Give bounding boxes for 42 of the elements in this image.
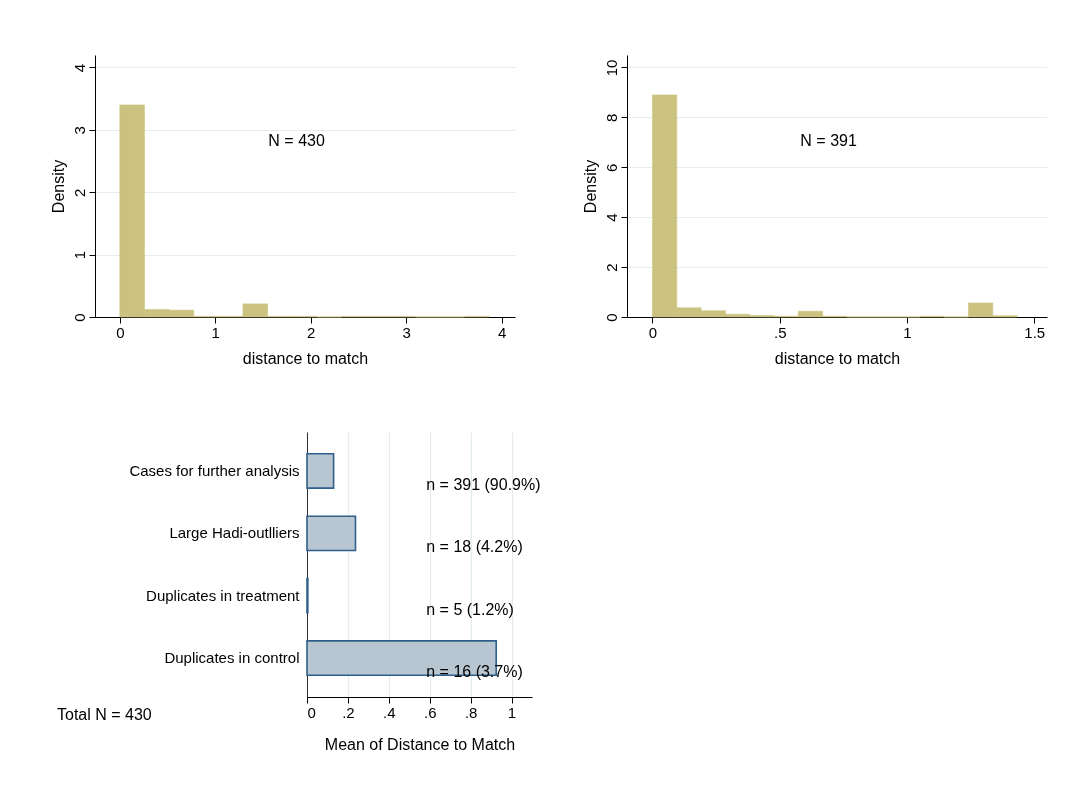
y-tick-label: 2 (602, 263, 620, 272)
x-tick-label: .8 (464, 703, 478, 721)
y-axis-title: Density (49, 159, 67, 214)
annotation: N = 430 (268, 132, 325, 150)
x-tick-label: .6 (423, 703, 437, 721)
x-tick-label: .5 (773, 323, 787, 341)
x-tick-label: .4 (383, 703, 396, 721)
x-tick-label: 1 (507, 703, 517, 721)
y-tick-label: Duplicates in treatment (146, 586, 301, 604)
x-tick-label: 4 (497, 323, 507, 341)
x-tick-label: 1 (903, 323, 912, 341)
y-tick-label: 10 (602, 59, 620, 77)
x-tick-label: 3 (402, 323, 411, 341)
y-tick-label: 0 (602, 313, 620, 322)
x-axis-title: distance to match (242, 349, 369, 367)
annotation: n = 5 (1.2%) (426, 600, 514, 618)
bar (306, 453, 335, 489)
x-tick-label: 0 (648, 323, 658, 341)
x-tick-label: 0 (116, 323, 125, 341)
y-tick-label: 3 (70, 126, 88, 135)
y-tick-label: 8 (602, 113, 620, 123)
y-tick-label: Cases for further analysis (129, 461, 300, 479)
x-tick-label: .2 (342, 703, 355, 721)
x-tick-label: 0 (307, 703, 316, 721)
y-tick-label: 0 (70, 313, 88, 322)
y-tick-label: 4 (70, 63, 88, 73)
text: Total N = 430 (57, 706, 152, 723)
y-tick-label: 6 (602, 163, 620, 172)
y-tick-label: 4 (602, 213, 620, 222)
bar (306, 515, 357, 552)
x-tick-label: 2 (307, 323, 316, 341)
annotation: n = 18 (4.2%) (426, 538, 523, 556)
y-tick-label: Duplicates in control (164, 649, 300, 667)
x-axis-title: Mean of Distance to Match (324, 735, 516, 753)
y-tick-label: Large Hadi-outlliers (169, 524, 300, 542)
y-tick-label: 2 (70, 188, 88, 197)
x-axis-title: distance to match (774, 349, 901, 367)
x-tick-label: 1.5 (1024, 323, 1046, 341)
y-axis-title: Density (581, 159, 599, 214)
annotation: n = 391 (90.9%) (426, 475, 541, 493)
annotation: N = 391 (800, 132, 857, 150)
y-tick-label: 1 (70, 250, 88, 260)
